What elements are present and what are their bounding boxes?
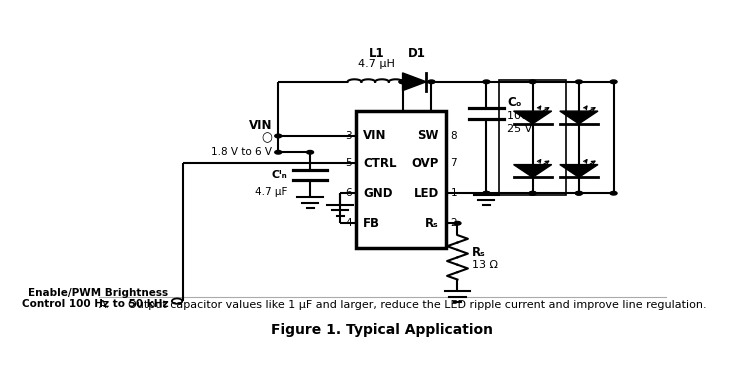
- Text: Rₛ: Rₛ: [425, 217, 439, 230]
- Text: 8: 8: [451, 131, 457, 141]
- Circle shape: [275, 151, 282, 154]
- Circle shape: [610, 191, 617, 195]
- Text: D1: D1: [408, 47, 426, 60]
- Circle shape: [275, 134, 282, 138]
- Text: 4.7 μH: 4.7 μH: [358, 59, 395, 69]
- Text: OVP: OVP: [412, 157, 439, 170]
- Text: GND: GND: [363, 187, 392, 200]
- Text: 1: 1: [451, 188, 457, 198]
- Text: ○: ○: [262, 131, 272, 144]
- Text: 25 V: 25 V: [507, 124, 533, 134]
- Text: Output capacitor values like 1 μF and larger, reduce the LED ripple current and : Output capacitor values like 1 μF and la…: [128, 300, 706, 310]
- Text: Figure 1. Typical Application: Figure 1. Typical Application: [272, 323, 493, 337]
- Circle shape: [399, 80, 406, 84]
- Text: Enable/PWM Brightness: Enable/PWM Brightness: [28, 288, 169, 298]
- Circle shape: [483, 191, 490, 195]
- Circle shape: [483, 191, 490, 195]
- Circle shape: [529, 191, 536, 195]
- Text: Rₛ: Rₛ: [472, 246, 486, 259]
- Polygon shape: [513, 164, 552, 177]
- Text: L1: L1: [369, 47, 384, 60]
- Text: 7: 7: [451, 158, 457, 168]
- Text: 3: 3: [345, 131, 351, 141]
- Text: 1.8 V to 6 V: 1.8 V to 6 V: [211, 147, 272, 157]
- Circle shape: [529, 191, 536, 195]
- FancyBboxPatch shape: [357, 111, 446, 248]
- Text: VIN: VIN: [249, 119, 272, 132]
- Polygon shape: [403, 73, 426, 90]
- Polygon shape: [513, 111, 552, 124]
- Text: VIN: VIN: [363, 129, 386, 142]
- Text: Control 100 Hz to 50 kHz: Control 100 Hz to 50 kHz: [22, 299, 169, 309]
- Text: 5: 5: [345, 158, 351, 168]
- Circle shape: [529, 80, 536, 84]
- Circle shape: [454, 221, 461, 225]
- Circle shape: [399, 80, 406, 84]
- Circle shape: [610, 80, 617, 84]
- Circle shape: [307, 151, 313, 154]
- Circle shape: [428, 80, 435, 84]
- Text: 4: 4: [345, 218, 351, 228]
- Text: 100 nF: 100 nF: [507, 111, 545, 121]
- Text: FB: FB: [363, 217, 380, 230]
- Text: 4.7 μF: 4.7 μF: [254, 187, 287, 197]
- Circle shape: [575, 80, 583, 84]
- Circle shape: [575, 191, 583, 195]
- Circle shape: [483, 80, 490, 84]
- Text: CTRL: CTRL: [363, 157, 397, 170]
- Text: Cᴵₙ: Cᴵₙ: [272, 170, 287, 180]
- Text: 6: 6: [345, 188, 351, 198]
- Text: SW: SW: [418, 129, 439, 142]
- Circle shape: [575, 191, 583, 195]
- Text: 2: 2: [451, 218, 457, 228]
- Text: Cₒ: Cₒ: [507, 96, 521, 109]
- Polygon shape: [560, 164, 598, 177]
- Text: LED: LED: [414, 187, 439, 200]
- Text: A.: A.: [99, 300, 110, 310]
- Text: 13 Ω: 13 Ω: [472, 260, 498, 270]
- Polygon shape: [560, 111, 598, 124]
